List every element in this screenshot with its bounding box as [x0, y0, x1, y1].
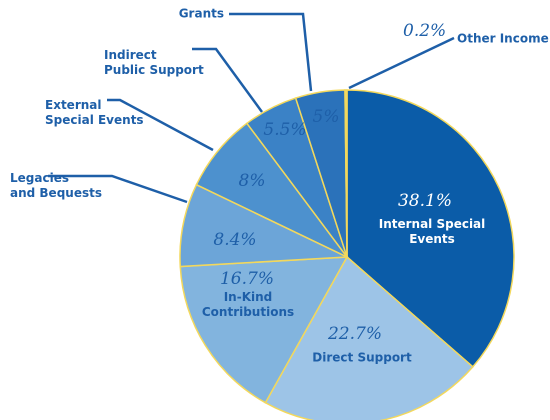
category-label: In-Kind Contributions [201, 290, 295, 319]
category-label: Other Income [457, 31, 549, 46]
value-label: 8% [238, 171, 266, 191]
leader-line [48, 174, 188, 204]
pie-slice [264, 255, 474, 420]
leader-line [348, 36, 455, 90]
category-label: Grants [178, 6, 224, 21]
pie-slice [344, 89, 348, 258]
leader-line [107, 98, 214, 152]
value-label: 5.5% [263, 120, 307, 140]
leader-line [229, 12, 313, 92]
value-label: 0.2% [403, 21, 447, 41]
leader-line [192, 47, 264, 113]
category-label: Direct Support [312, 350, 412, 365]
category-label: Indirect Public Support [104, 48, 204, 77]
value-label: 22.7% [327, 324, 383, 344]
value-label: 8.4% [213, 230, 257, 250]
leader-lines [48, 12, 455, 204]
pie-slice [346, 89, 515, 368]
category-label: External Special Events [45, 98, 144, 127]
category-label: Internal Special Events [378, 217, 486, 246]
pie-slice [179, 256, 349, 404]
value-label: 16.7% [219, 269, 275, 289]
value-label: 38.1% [397, 191, 453, 211]
slices [179, 89, 515, 420]
value-label: 5% [312, 107, 340, 127]
category-label: Legacies and Bequests [10, 171, 102, 200]
